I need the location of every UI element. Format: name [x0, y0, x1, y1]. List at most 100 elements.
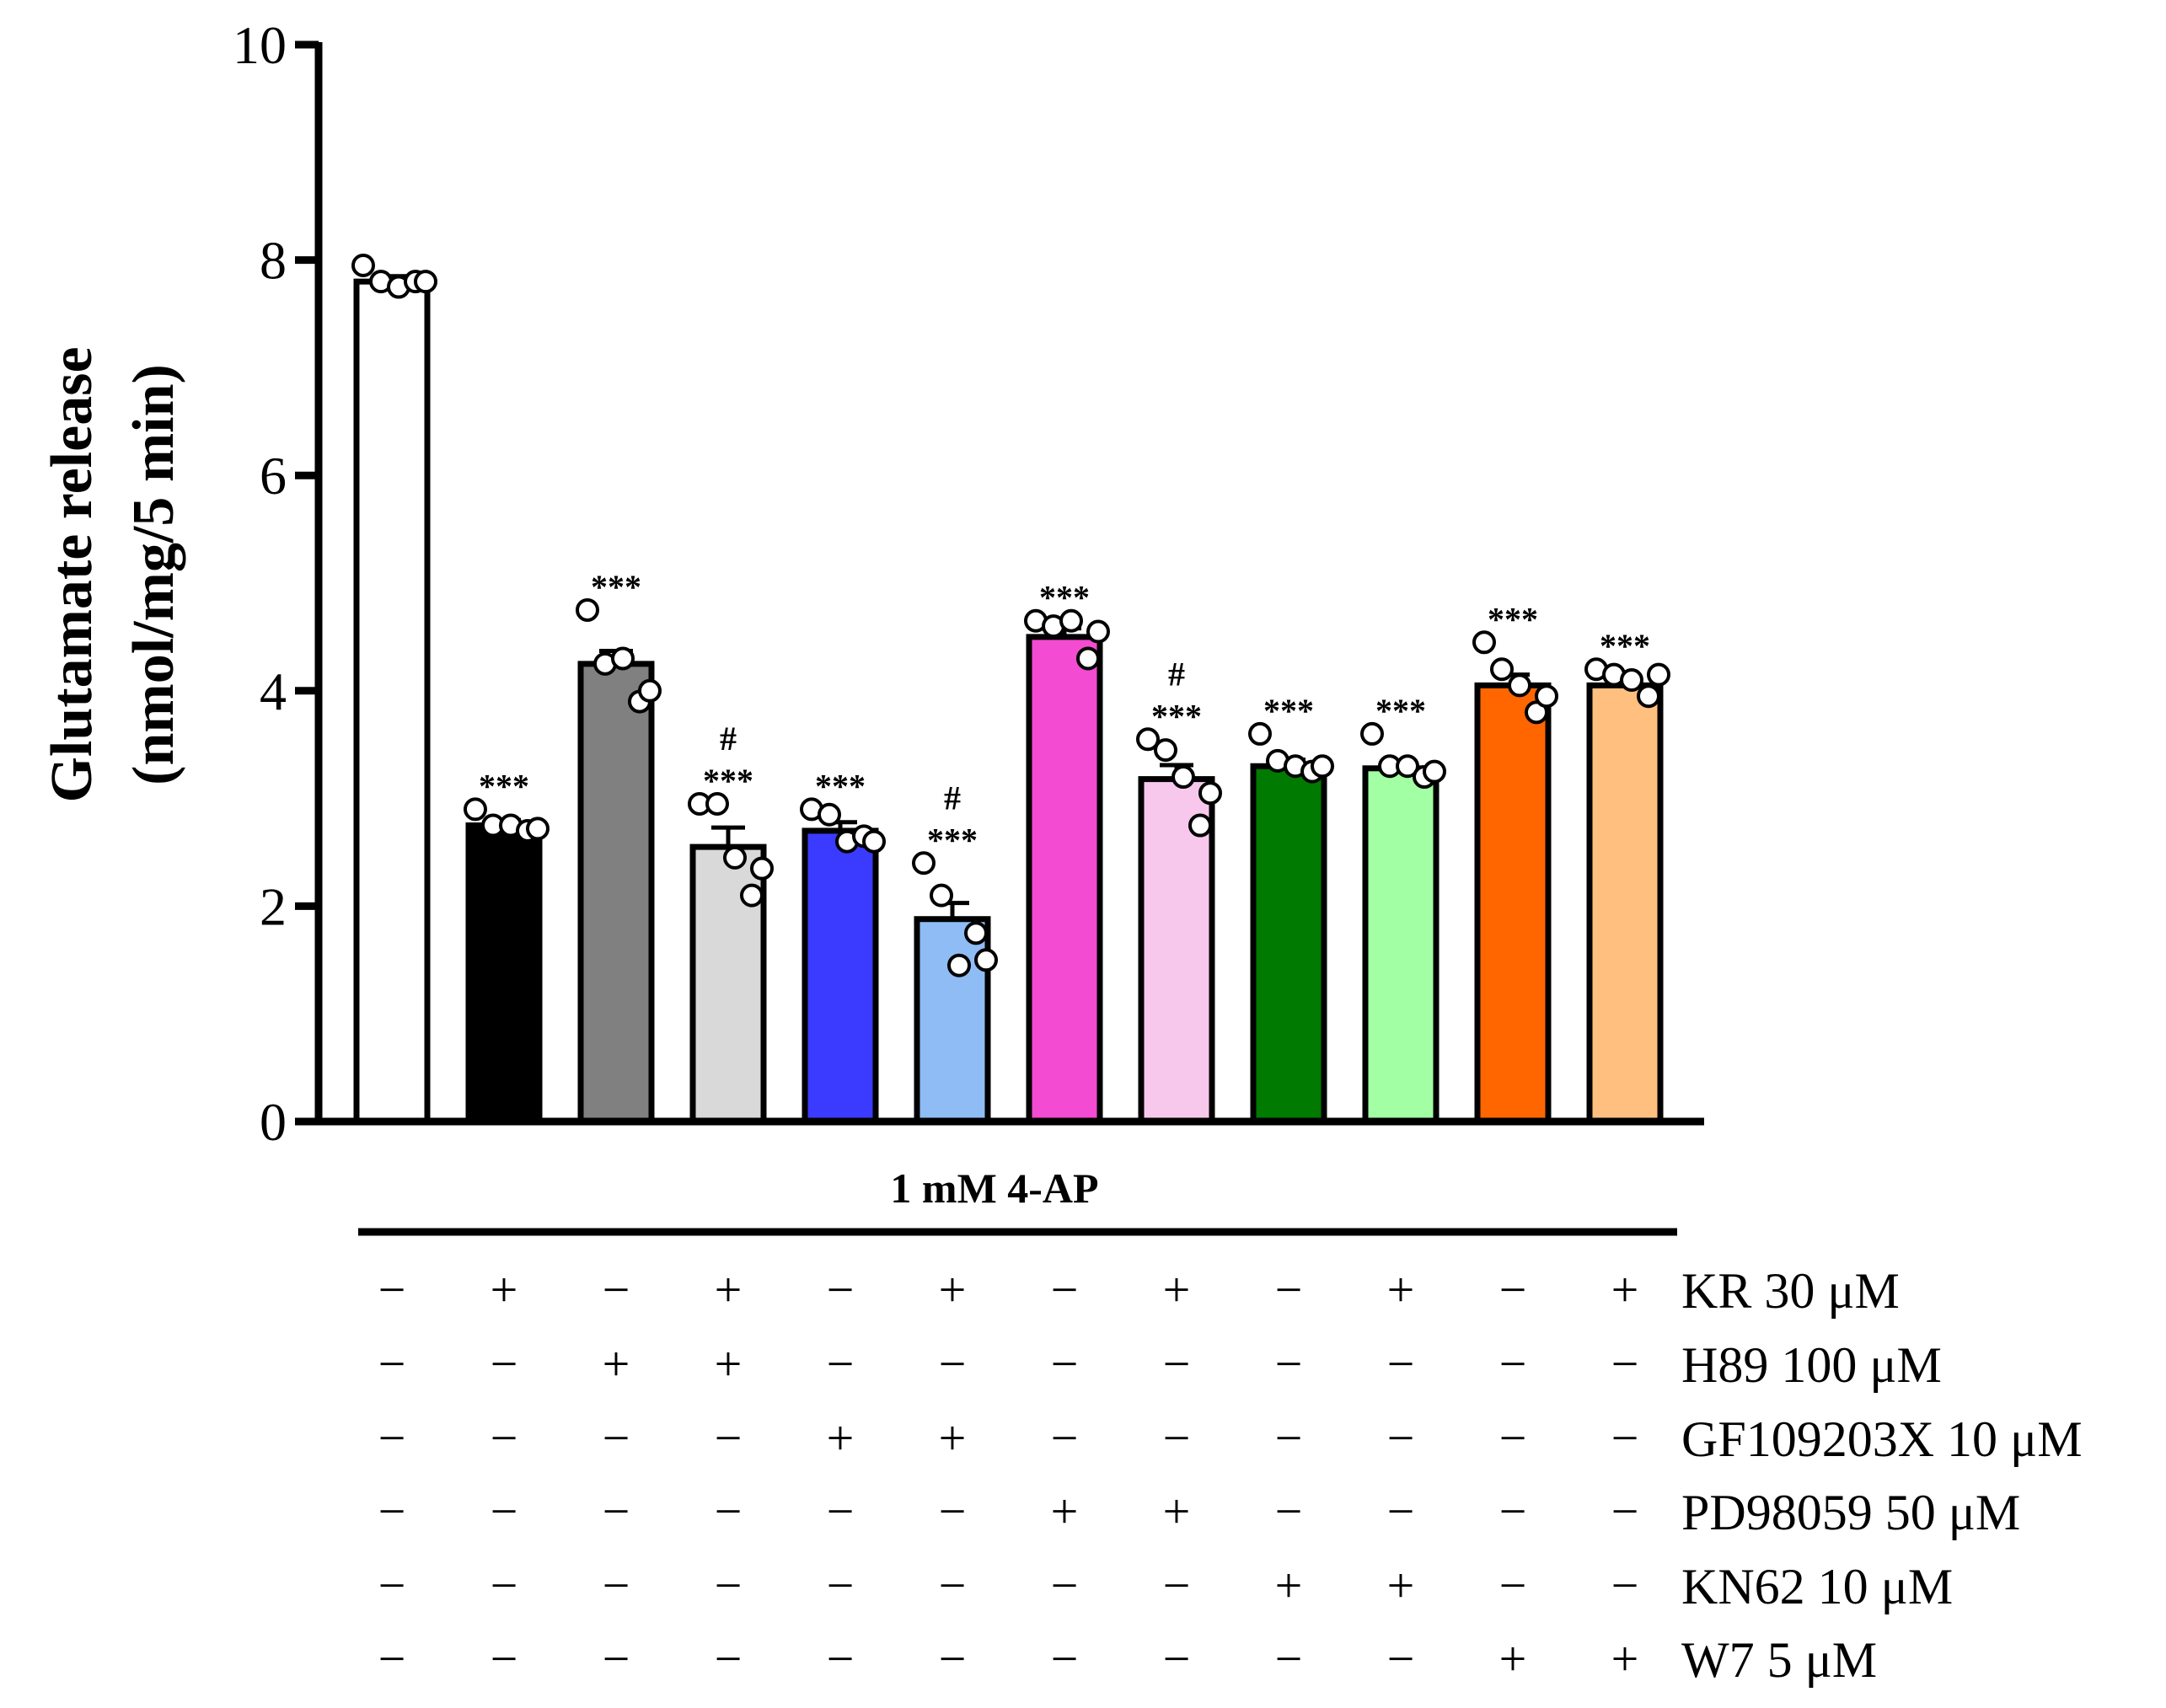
treatment-symbol: −	[378, 1631, 406, 1686]
treatment-symbol: −	[1051, 1262, 1079, 1317]
treatment-symbol: −	[1275, 1336, 1303, 1391]
treatment-label: KR 30 μM	[1681, 1263, 1900, 1319]
treatment-symbol: −	[1611, 1484, 1639, 1539]
treatment-symbol: +	[715, 1336, 743, 1391]
y-axis-ticks: 0 2 4 6 8 10	[233, 15, 319, 1152]
treatment-symbol: −	[1499, 1336, 1527, 1391]
treatment-symbol: −	[378, 1336, 406, 1391]
treatment-symbol: −	[378, 1484, 406, 1539]
data-point	[1396, 754, 1419, 779]
treatment-symbol: −	[715, 1558, 743, 1613]
treatment-label: PD98059 50 μM	[1681, 1485, 2020, 1540]
data-point	[611, 646, 635, 671]
treatment-symbol: −	[1163, 1558, 1191, 1613]
data-point	[1647, 662, 1670, 687]
data-point	[1086, 619, 1110, 644]
treatment-symbol: −	[1499, 1262, 1527, 1317]
treatment-symbol: −	[1163, 1336, 1191, 1391]
bar	[465, 822, 543, 1125]
data-point	[1136, 727, 1160, 752]
treatment-symbol: +	[1387, 1262, 1415, 1317]
treatment-symbol: +	[491, 1262, 518, 1317]
data-point	[1490, 657, 1514, 682]
treatment-symbol: +	[603, 1336, 630, 1391]
data-point	[1637, 684, 1660, 709]
data-point	[1508, 673, 1531, 698]
treatment-label: KN62 10 μM	[1681, 1559, 1953, 1614]
treatment-label: W7 5 μM	[1681, 1632, 1877, 1688]
treatment-symbol: −	[827, 1558, 855, 1613]
data-point	[818, 802, 841, 827]
data-point	[1154, 738, 1177, 763]
treatment-symbol: −	[378, 1411, 406, 1465]
data-point	[1620, 668, 1643, 693]
data-point	[351, 253, 375, 277]
treatment-symbol: −	[939, 1336, 967, 1391]
treatment-symbol: −	[1387, 1411, 1415, 1465]
y-axis-label-line2: (nmol/mg/5 min)	[121, 364, 186, 785]
treatment-symbol: +	[1387, 1558, 1415, 1613]
treatment-symbol: −	[491, 1411, 518, 1465]
treatment-symbol: −	[1499, 1484, 1527, 1539]
bar	[1474, 682, 1552, 1125]
data-point	[1076, 646, 1100, 671]
data-point	[1198, 781, 1222, 806]
treatment-symbol: −	[1051, 1558, 1079, 1613]
treatment-symbol: −	[1051, 1631, 1079, 1686]
treatment-symbol: +	[1611, 1631, 1639, 1686]
treatment-symbol: −	[1611, 1336, 1639, 1391]
sig-marker-stars: ***	[927, 821, 978, 859]
error-bars	[375, 274, 1642, 919]
treatment-symbol: −	[491, 1336, 518, 1391]
data-point	[930, 883, 953, 908]
sig-marker-stars: ***	[591, 568, 641, 606]
treatment-symbol: −	[715, 1484, 743, 1539]
data-point	[740, 883, 764, 908]
treatment-symbol: +	[715, 1262, 743, 1317]
data-point	[1171, 765, 1195, 790]
significance-labels: *** *** *** # *** *** # *** *** # *** *** *** ***	[479, 568, 1650, 859]
treatment-symbol: −	[939, 1631, 967, 1686]
y-tick-label: 6	[260, 446, 287, 506]
sig-marker-stars: ***	[815, 767, 866, 805]
treatment-symbol: −	[603, 1631, 630, 1686]
treatment-symbol: +	[1275, 1558, 1303, 1613]
data-points	[351, 253, 1670, 977]
data-point	[576, 597, 599, 622]
treatment-symbol: −	[827, 1336, 855, 1391]
data-point	[1248, 721, 1272, 746]
treatment-symbol: −	[491, 1631, 518, 1686]
bars	[353, 278, 1664, 1125]
treatment-label: H89 100 μM	[1681, 1337, 1942, 1393]
bar	[1586, 682, 1664, 1125]
treatment-table: − + − + − + − + − + − + KR 30 μM− − + + − − − − − − − − H89 100 …	[378, 1262, 2083, 1688]
treatment-symbol: −	[378, 1262, 406, 1317]
data-point	[526, 817, 550, 841]
bar	[914, 916, 991, 1125]
treatment-symbol: −	[715, 1411, 743, 1465]
treatment-symbol: −	[939, 1484, 967, 1539]
treatment-symbol: −	[491, 1558, 518, 1613]
treatment-symbol: −	[378, 1558, 406, 1613]
treatment-symbol: −	[603, 1484, 630, 1539]
data-point	[1423, 759, 1446, 784]
y-tick-label: 10	[233, 15, 287, 75]
y-tick-label: 4	[260, 661, 287, 721]
treatment-symbol: +	[827, 1411, 855, 1465]
data-point	[750, 856, 774, 881]
treatment-symbol: +	[1163, 1484, 1191, 1539]
treatment-symbol: −	[1611, 1558, 1639, 1613]
treatment-symbol: −	[603, 1411, 630, 1465]
treatment-symbol: −	[1611, 1411, 1639, 1465]
sig-marker-stars: ***	[703, 762, 753, 800]
data-point	[862, 829, 886, 854]
bar	[353, 278, 431, 1125]
y-tick-label: 0	[260, 1092, 287, 1152]
sig-marker-stars: ***	[1600, 627, 1650, 665]
data-point	[1188, 813, 1212, 838]
treatment-symbol: −	[603, 1558, 630, 1613]
data-point	[964, 921, 988, 945]
data-point	[414, 270, 437, 294]
treatment-symbol: −	[1163, 1631, 1191, 1686]
sig-marker-stars: ***	[479, 767, 529, 805]
